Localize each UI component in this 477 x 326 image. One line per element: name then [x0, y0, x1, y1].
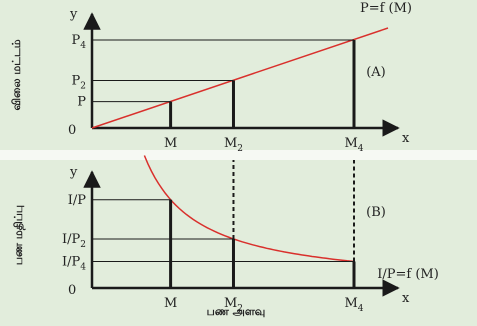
y-axis-caption: விலை மட்டம் [10, 39, 23, 110]
y-tick-label-sub: 4 [80, 263, 86, 273]
x-tick-label: M [164, 296, 177, 311]
x-tick-label-main: M [224, 296, 237, 311]
y-axis-letter: y [69, 165, 78, 180]
x-tick-label-sub: 2 [237, 304, 243, 314]
y-tick-label-main: P [77, 95, 86, 110]
y-axis-letter: y [69, 7, 78, 22]
function-label: I/P=f (M) [377, 267, 439, 282]
x-axis-letter: x [402, 291, 410, 306]
y-tick-label: I/P [68, 193, 87, 208]
x-axis-letter: x [402, 131, 410, 146]
panel-label: (B) [366, 205, 386, 220]
y-tick-label: P [77, 95, 86, 110]
x-tick-label: M4 [344, 296, 363, 314]
origin-label: 0 [68, 283, 76, 298]
x-tick-label-main: M [164, 296, 177, 311]
y-tick-label: I/P2 [62, 232, 86, 250]
y-tick-label: I/P4 [62, 255, 86, 273]
y-axis-caption: பண மதிப்பு [12, 205, 26, 265]
x-tick-label-sub: 4 [358, 144, 364, 154]
x-tick-label: M [164, 136, 177, 151]
panel-separator [0, 150, 477, 160]
x-tick-label-sub: 2 [237, 144, 243, 154]
function-curve [143, 155, 355, 263]
x-tick-label-main: M [164, 136, 177, 151]
x-axis-caption: பண அளவு [207, 305, 266, 318]
x-tick-label-main: M [224, 136, 237, 151]
y-tick-label-sub: 2 [80, 240, 86, 250]
y-tick-label-main: I/P [68, 193, 87, 208]
x-tick-label: M2 [224, 136, 243, 154]
y-tick-label-main: P [72, 73, 81, 88]
y-tick-label-main: I/P [62, 255, 81, 270]
y-tick-label-sub: 2 [80, 81, 86, 91]
y-tick-label-main: P [72, 33, 81, 48]
function-line [91, 27, 389, 129]
y-tick-label-main: I/P [62, 232, 81, 247]
y-tick-label: P2 [72, 73, 86, 91]
panel-label: (A) [366, 65, 386, 80]
function-label: P=f (M) [360, 1, 412, 16]
x-tick-label: M4 [344, 136, 363, 154]
y-tick-label-sub: 4 [80, 41, 86, 51]
origin-label: 0 [68, 123, 76, 138]
x-tick-label-sub: 4 [358, 304, 364, 314]
x-tick-label-main: M [344, 136, 357, 151]
x-tick-label: M2 [224, 296, 243, 314]
y-tick-label: P4 [72, 33, 87, 51]
x-tick-label-main: M [344, 296, 357, 311]
